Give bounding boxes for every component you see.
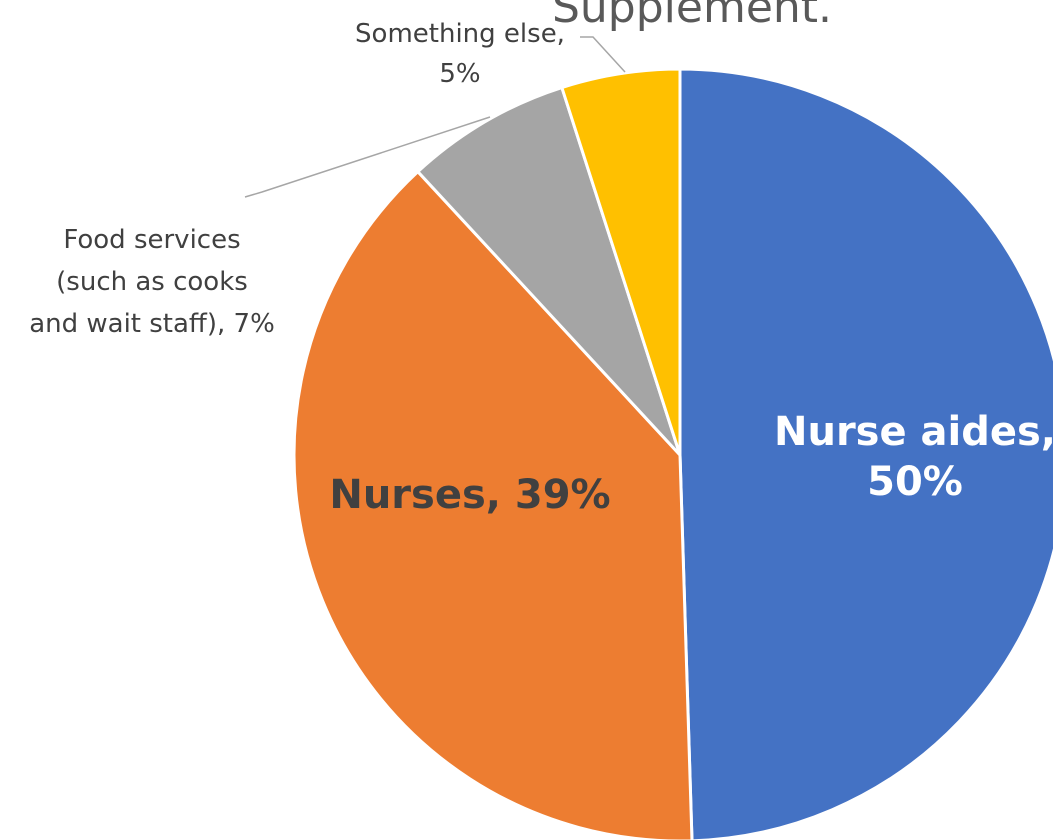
data-label: Food services (such as cooks and wait staf… — [29, 225, 275, 339]
data-label-line: (such as cooks — [56, 267, 248, 297]
data-label: Nurses, 39% — [329, 472, 610, 518]
data-label: Nurse aides, 50% — [774, 409, 1053, 505]
leader-line — [244, 116, 491, 198]
data-label-line: Nurse aides, — [774, 409, 1053, 455]
data-label-line: 5% — [439, 59, 480, 89]
data-label-line: 50% — [867, 459, 963, 505]
pie-slice — [678, 67, 1053, 840]
data-label: Something else, 5% — [355, 19, 565, 89]
data-label-line: Food services — [63, 225, 240, 255]
data-label-line: Nurses, 39% — [329, 472, 610, 518]
leader-line — [580, 36, 626, 73]
pie-slice — [559, 67, 682, 456]
pie-slice — [415, 85, 682, 457]
data-label-line: Something else, — [355, 19, 565, 49]
data-label-line: and wait staff), 7% — [29, 309, 275, 339]
chart-title: Supplement. — [552, 0, 832, 33]
pie-slice — [292, 169, 694, 840]
